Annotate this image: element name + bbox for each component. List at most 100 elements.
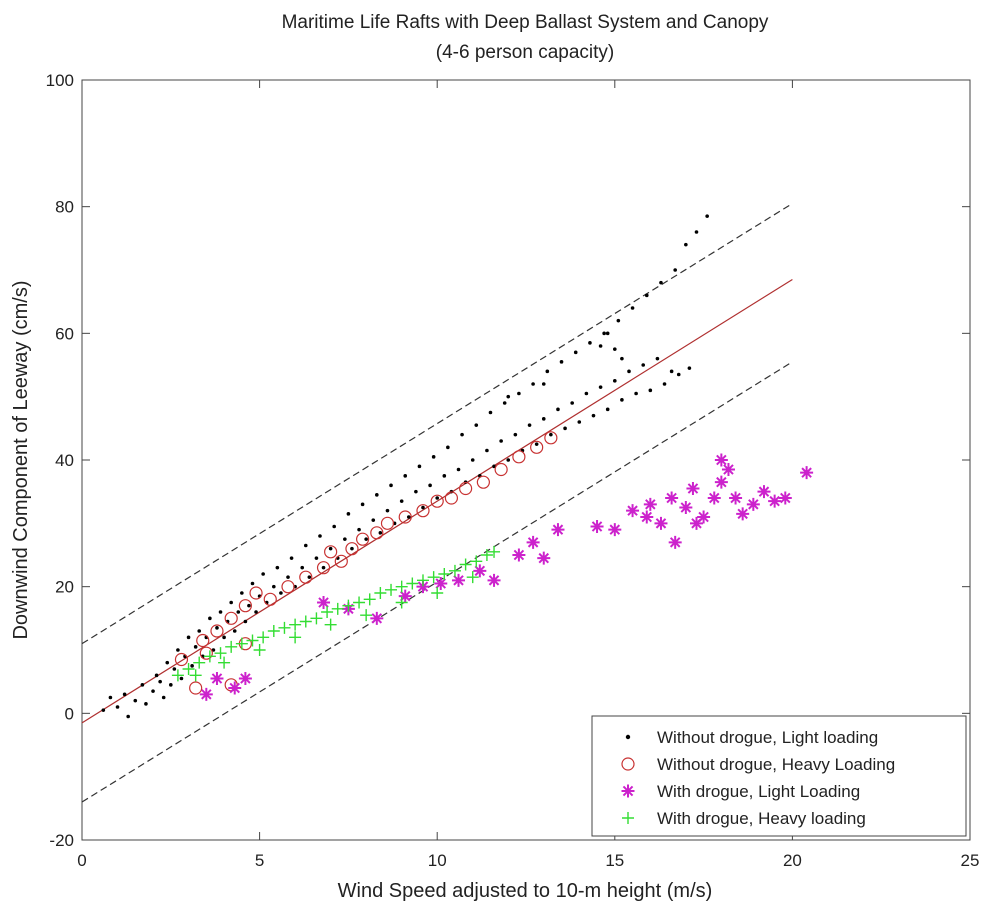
light-no-drogue-point <box>193 645 198 649</box>
light-no-drogue-point <box>559 360 564 364</box>
light-no-drogue-point <box>272 584 276 589</box>
light-drogue-point <box>487 573 501 587</box>
light-no-drogue-point <box>584 391 589 396</box>
light-no-drogue-point <box>314 556 319 560</box>
light-no-drogue-point <box>605 407 610 412</box>
light-drogue-point <box>714 453 728 467</box>
light-no-drogue-point <box>165 660 170 665</box>
heavy-drogue-point <box>331 602 344 615</box>
light-no-drogue-point <box>247 603 251 608</box>
heavy-drogue-point <box>416 574 429 587</box>
light-no-drogue-point <box>573 350 578 355</box>
heavy-no-drogue-point <box>238 599 252 613</box>
heavy-no-drogue-point <box>345 542 359 556</box>
light-no-drogue-point <box>549 432 553 437</box>
heavy-no-drogue-point <box>356 532 370 546</box>
envelope-line <box>81 202 793 645</box>
light-drogue-point <box>757 485 771 499</box>
heavy-drogue-point <box>267 625 280 637</box>
heavy-drogue-point <box>342 599 355 612</box>
light-no-drogue-point <box>492 464 496 469</box>
heavy-drogue-point <box>459 558 472 571</box>
light-drogue-point <box>370 611 384 625</box>
heavy-drogue-point <box>374 587 387 599</box>
light-no-drogue-point <box>694 230 699 234</box>
light-no-drogue-point <box>346 512 351 516</box>
light-no-drogue-point <box>357 527 361 532</box>
light-no-drogue-point <box>648 388 653 393</box>
heavy-drogue-point <box>299 615 312 628</box>
light-drogue-point <box>679 501 693 514</box>
light-no-drogue-point <box>598 344 603 348</box>
light-no-drogue-point <box>620 398 624 402</box>
reference-lines <box>81 202 793 803</box>
light-no-drogue-point <box>240 591 244 595</box>
light-drogue-point <box>714 475 728 489</box>
light-no-drogue-point <box>474 423 479 427</box>
light-drogue-point <box>689 516 703 530</box>
heavy-no-drogue-point <box>380 516 395 530</box>
heavy-drogue-point <box>289 631 302 644</box>
chart-title: Maritime Life Rafts with Deep Ballast Sy… <box>282 12 769 33</box>
heavy-drogue-point <box>353 596 366 609</box>
light-no-drogue-point <box>218 610 223 614</box>
light-drogue-point <box>551 523 565 537</box>
y-tick-label: 0 <box>65 704 74 723</box>
x-tick-label: 20 <box>783 851 802 870</box>
legend-marker-dot <box>625 734 631 740</box>
light-no-drogue-point <box>598 385 603 389</box>
heavy-no-drogue-point <box>299 570 313 584</box>
light-no-drogue-point <box>286 575 290 579</box>
light-drogue-point <box>800 466 814 480</box>
light-no-drogue-point <box>375 493 379 497</box>
heavy-drogue-point <box>324 618 337 631</box>
data-points <box>101 214 814 719</box>
chart-subtitle: (4-6 person capacity) <box>436 42 614 63</box>
light-no-drogue-point <box>644 293 649 298</box>
heavy-drogue-point <box>203 650 216 663</box>
legend: Without drogue, Light loading Without dr… <box>591 715 967 837</box>
light-no-drogue-point <box>101 708 106 712</box>
y-axis-label: Downwind Component of Leeway (cm/s) <box>10 280 32 639</box>
light-no-drogue-point <box>541 417 546 421</box>
light-drogue-point <box>526 535 540 549</box>
light-drogue-point <box>721 463 735 476</box>
light-no-drogue-point <box>176 648 180 652</box>
light-drogue-point <box>512 548 526 562</box>
light-no-drogue-point <box>470 458 475 462</box>
light-no-drogue-point <box>613 347 617 351</box>
light-no-drogue-point <box>485 448 489 453</box>
heavy-no-drogue-point <box>512 450 526 464</box>
light-drogue-point <box>707 491 721 505</box>
light-no-drogue-point <box>684 242 688 247</box>
heavy-drogue-point <box>438 568 451 580</box>
light-no-drogue-point <box>303 543 308 548</box>
heavy-no-drogue-point <box>324 545 338 559</box>
legend-marker-circle <box>621 757 635 771</box>
heavy-drogue-point <box>360 609 373 622</box>
light-no-drogue-point <box>350 546 354 551</box>
x-tick-label: 15 <box>605 851 624 870</box>
light-no-drogue-point <box>307 575 312 579</box>
light-no-drogue-point <box>531 382 535 386</box>
light-no-drogue-point <box>179 676 184 681</box>
x-tick-label: 5 <box>255 851 264 870</box>
heavy-drogue-point <box>480 549 493 561</box>
light-drogue-point <box>210 672 224 685</box>
light-no-drogue-point <box>108 695 113 700</box>
light-no-drogue-point <box>275 565 280 570</box>
light-no-drogue-point <box>428 483 432 488</box>
x-tick-label: 0 <box>77 851 86 870</box>
light-no-drogue-point <box>151 689 155 693</box>
light-no-drogue-point <box>115 705 120 709</box>
legend-marker-asterisk <box>621 784 635 798</box>
light-no-drogue-point <box>254 610 258 614</box>
light-no-drogue-point <box>360 502 365 507</box>
light-drogue-point <box>697 510 711 524</box>
y-tick-label: 20 <box>55 578 74 597</box>
heavy-drogue-point <box>427 571 440 584</box>
heavy-drogue-point <box>321 606 334 618</box>
y-tick-label: 100 <box>46 71 74 90</box>
